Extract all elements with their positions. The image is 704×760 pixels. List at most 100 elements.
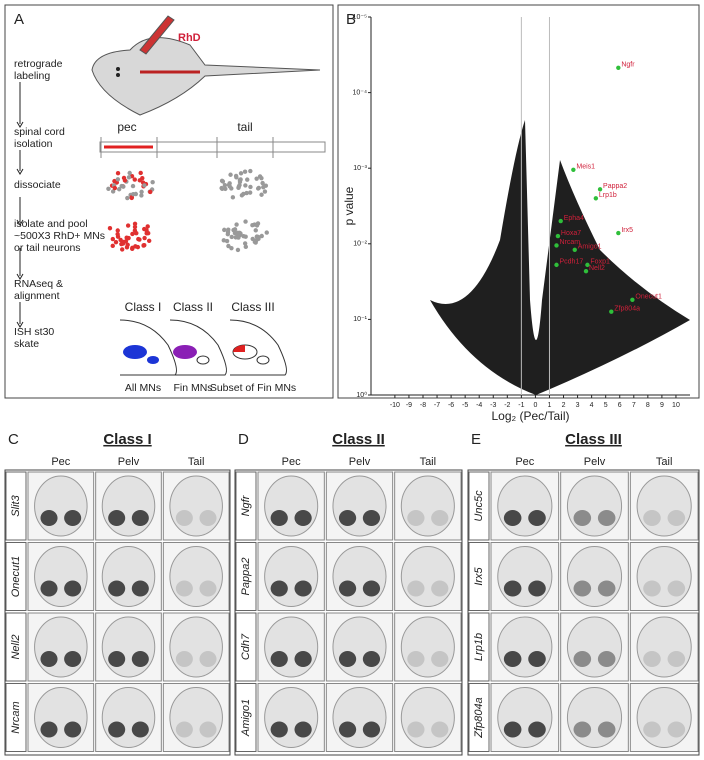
x-tick-label: -4 [476,402,482,409]
mn-stain [131,721,149,738]
arrow-head [16,168,24,175]
cell [235,230,240,235]
mn-stain [503,510,522,526]
mn-stain [503,721,522,738]
mn-stain [528,580,546,597]
mn-stain [362,580,381,597]
mn-stain [667,510,686,526]
data-cloud [430,120,690,395]
eye [116,73,120,77]
mn-stain [64,580,82,597]
gene-label: Epha4 [564,215,584,222]
cell [139,193,144,198]
row-label-box [5,612,27,682]
gene-point [630,297,635,302]
cell [229,245,234,251]
cell [115,177,121,182]
mn-stain [199,651,217,667]
cell [130,245,135,250]
gene-name: Nrcam [10,701,22,733]
x-tick-label: 2 [562,402,566,409]
cell [260,180,265,186]
cell [150,179,155,185]
panel-frame [467,469,700,756]
eye [116,67,120,71]
cell [226,227,231,232]
cell [223,186,228,192]
y-tick-label: 10⁻⁴ [353,89,368,96]
cell [132,224,138,230]
mn-stain [643,580,661,597]
cell [110,236,116,242]
x-tick-label: 10 [672,402,680,409]
mn-stain [294,721,312,738]
cell [148,189,153,195]
cell [254,234,260,239]
mn-stain [199,510,217,526]
x-tick-label: 6 [618,402,622,409]
row-label-box [5,471,27,541]
gene-label: Hoxa7 [561,230,581,237]
section [101,687,156,748]
row-label-box [235,542,257,611]
mn-stain [294,580,312,597]
step-label: retrograde labeling [14,58,63,82]
gene-name: Pappa2 [240,558,252,596]
cell [134,230,139,236]
class-name: Class III [231,300,274,314]
mn-stain [573,651,592,667]
x-tick-label: -3 [490,402,496,409]
mn-stain [131,510,149,526]
section [264,616,319,678]
cell [137,178,143,183]
cell [124,245,130,250]
y-tick-label: 10⁻³ [353,165,367,172]
gene-point [558,218,563,224]
cell [264,230,269,235]
ish-panels: C Class I Pec Pelv Tail Slit3 Onecut1 Nell2 Nrca… [4,431,700,756]
mn-column [256,355,270,365]
cell [113,239,119,245]
section [332,546,387,607]
mn-stain [503,580,522,597]
mn-stain [175,510,193,526]
mn-stain [528,651,546,667]
mn-stain [40,721,58,738]
class-caption: Subset of Fin MNs [210,382,296,394]
column-header: Pec [515,456,534,468]
x-axis-label: Log₂ (Pec/Tail) [491,409,569,423]
section [101,546,156,607]
cell [250,222,255,228]
section [636,616,692,678]
cell [122,178,128,183]
segment-label: pec [117,120,136,134]
gene-label: Meis1 [576,164,595,171]
row-label-box [235,471,257,541]
x-tick-label: -2 [504,402,510,409]
cell [135,244,141,250]
cell [242,169,248,174]
section-outline [229,319,287,376]
y-axis-label: p value [342,186,356,225]
cell [261,184,266,190]
mn-stain [131,580,149,597]
spinal-cord [99,141,326,153]
step-label: RNAseq & alignment [14,278,63,302]
mn-stain [407,721,425,738]
step-label: spinal cord isolation [14,126,65,150]
column-header: Pec [51,456,70,468]
mn-stain [667,580,686,597]
y-tick-label: 10⁻⁵ [353,14,367,21]
row-label-box [468,612,490,682]
mn-column [196,355,210,365]
cell [230,195,236,200]
panel-title: Class III [565,431,622,448]
mn-stain [270,580,288,597]
cell [232,227,238,232]
x-tick-label: 1 [548,402,552,409]
cell [110,243,115,249]
cell [245,177,250,182]
skate-drawing [91,37,321,116]
cell [132,177,137,182]
gene-label: Nrcam [559,239,580,246]
